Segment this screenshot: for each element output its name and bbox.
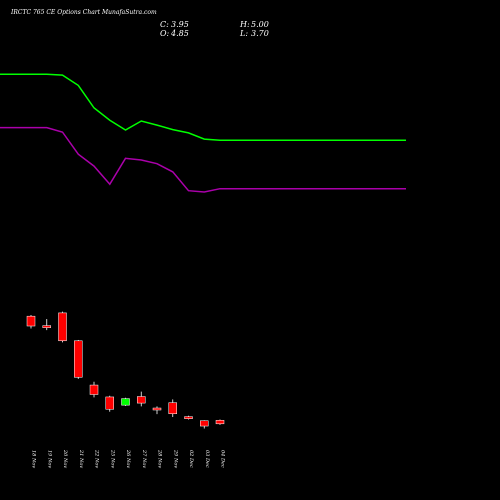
x-tick-label: 18 Nov: [31, 450, 37, 468]
candle-body: [152, 407, 162, 411]
chart-title: IRCTC 765 CE Options Chart MunafaSutra.c…: [10, 9, 157, 16]
close-label: C:: [160, 20, 169, 29]
x-tick-label: 04 Dec: [220, 450, 226, 468]
x-tick-label: 02 Dec: [188, 450, 194, 468]
x-tick-label: 29 Nov: [172, 449, 178, 468]
low-label: L:: [239, 29, 248, 38]
x-tick-label: 21 Nov: [78, 449, 84, 468]
x-tick-label: 27 Nov: [141, 449, 147, 468]
x-tick-label: 20 Nov: [62, 449, 68, 468]
x-tick-label: 19 Nov: [46, 450, 52, 468]
candle-body: [184, 416, 193, 419]
candle-body: [89, 384, 99, 395]
x-tick-label: 26 Nov: [125, 449, 131, 468]
candle-body: [105, 396, 114, 410]
open-value: 4.85: [170, 29, 189, 38]
candle-body: [168, 402, 177, 415]
candle-body: [74, 340, 83, 378]
upper-band-line: [0, 73, 406, 142]
candles-group: [26, 311, 225, 429]
close-value: 3.95: [171, 20, 189, 29]
x-tick-label: 25 Nov: [109, 449, 115, 468]
candle-body: [42, 325, 51, 328]
candle-body: [200, 420, 209, 427]
x-axis-labels: 18 Nov 19 Nov 20 Nov 21 Nov 22 Nov 25 Nov 26 N…: [31, 449, 226, 468]
candle-body: [137, 396, 146, 404]
x-tick-label: 22 Nov: [94, 449, 100, 468]
low-value: 3.70: [251, 29, 269, 38]
x-tick-label: 28 Nov: [157, 449, 163, 468]
open-label: O:: [160, 29, 170, 38]
candle-body: [121, 398, 130, 406]
lower-band-line: [0, 126, 406, 193]
candle-body: [26, 315, 36, 327]
high-value: 5.00: [251, 20, 269, 29]
candle-body: [58, 312, 67, 342]
high-label: H:: [239, 20, 250, 29]
x-tick-label: 03 Dec: [204, 450, 210, 468]
candle-body: [215, 420, 225, 425]
